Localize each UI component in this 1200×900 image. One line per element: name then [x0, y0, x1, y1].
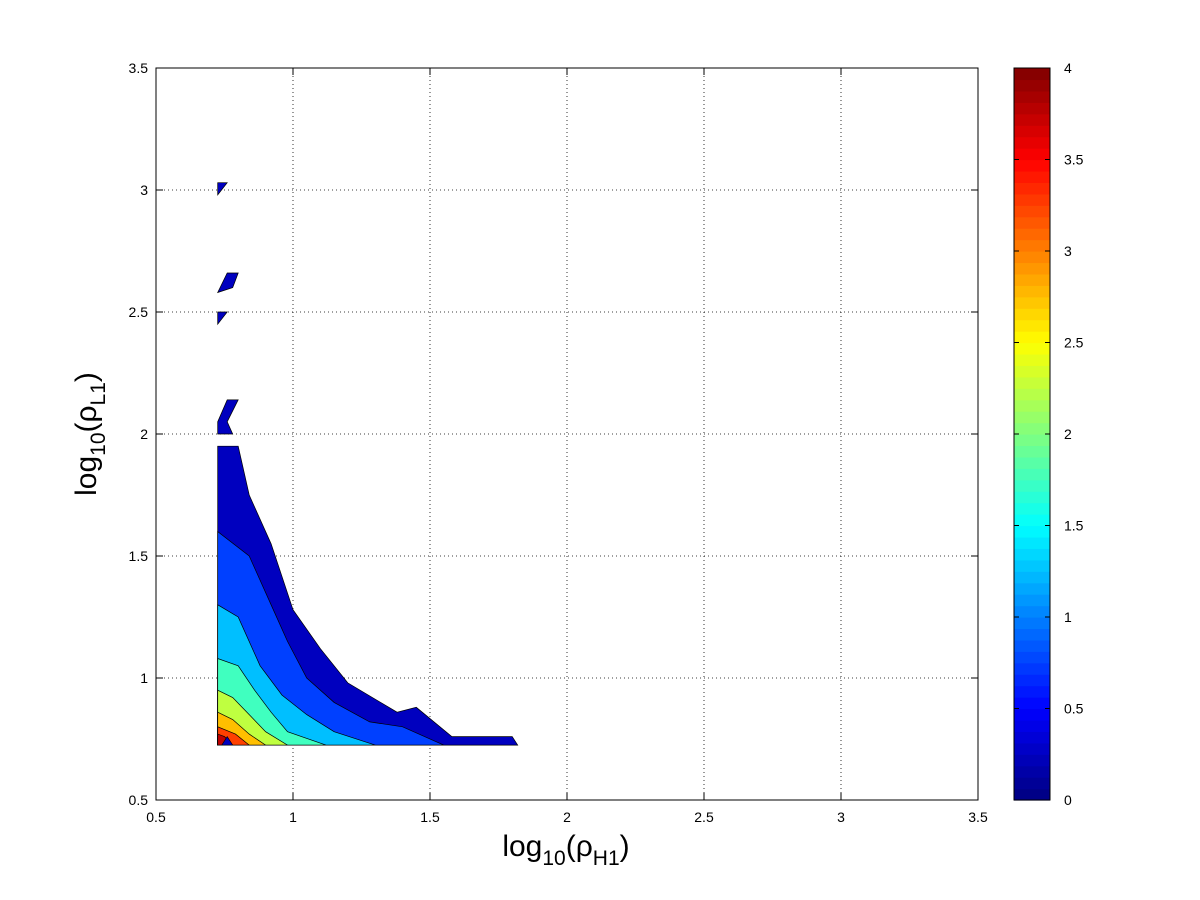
colorbar-segment: [1014, 525, 1050, 538]
contour-fills: [217, 182, 519, 746]
colorbar-segment: [1014, 205, 1050, 218]
colorbar-segment: [1014, 308, 1050, 321]
colorbar-segment: [1014, 251, 1050, 264]
colorbar-segment: [1014, 536, 1050, 549]
colorbar-segment: [1014, 353, 1050, 366]
colorbar-segment: [1014, 765, 1050, 778]
colorbar-segment: [1014, 68, 1050, 81]
colorbar-tick-label: 4: [1064, 60, 1072, 76]
colorbar-segment: [1014, 674, 1050, 687]
colorbar-segment: [1014, 399, 1050, 412]
axis-ticks: 0.5 1 1.5 2 2.5 3 3.5 0.5 1 1.5 2 2.5 3 3.5: [129, 60, 988, 825]
colorbar-segment: [1014, 182, 1050, 195]
colorbar-segment: [1014, 605, 1050, 618]
colorbar-segment: [1014, 491, 1050, 504]
x-tick-label: 2.5: [694, 809, 714, 825]
colorbar-segment: [1014, 193, 1050, 206]
y-tick-label: 0.5: [129, 792, 149, 808]
colorbar-segment: [1014, 456, 1050, 469]
colorbar-segment: [1014, 777, 1050, 790]
contour-patch-3: [217, 399, 239, 435]
colorbar-segment: [1014, 559, 1050, 572]
colorbar-segment: [1014, 113, 1050, 126]
colorbar-tick-label: 0: [1064, 792, 1072, 808]
colorbar-segment: [1014, 102, 1050, 115]
colorbar-segment: [1014, 742, 1050, 755]
colorbar-segment: [1014, 159, 1050, 172]
x-tick-label: 3.5: [968, 809, 988, 825]
y-tick-label: 1: [140, 670, 148, 686]
colorbar-segment: [1014, 411, 1050, 424]
colorbar-segment: [1014, 628, 1050, 641]
colorbar-segment: [1014, 136, 1050, 149]
colorbar-segment: [1014, 376, 1050, 389]
contour-patch-1: [217, 272, 239, 294]
colorbar-segment: [1014, 708, 1050, 721]
colorbar-segment: [1014, 594, 1050, 607]
contour-patch-4: [221, 735, 234, 746]
colorbar-segment: [1014, 79, 1050, 92]
colorbar-segment: [1014, 662, 1050, 675]
colorbar-segment: [1014, 514, 1050, 527]
colorbar-segment: [1014, 719, 1050, 732]
colorbar-segment: [1014, 148, 1050, 161]
colorbar-segment: [1014, 639, 1050, 652]
x-tick-label: 1: [289, 809, 297, 825]
colorbar-segment: [1014, 434, 1050, 447]
colorbar-segment: [1014, 331, 1050, 344]
colorbar-segment: [1014, 582, 1050, 595]
colorbar-tick-label: 2.5: [1064, 335, 1084, 351]
colorbar-segment: [1014, 422, 1050, 435]
colorbar-tick-label: 1: [1064, 609, 1072, 625]
y-tick-label: 2: [140, 426, 148, 442]
y-tick-label: 1.5: [129, 548, 149, 564]
x-tick-label: 0.5: [146, 809, 166, 825]
colorbar-segment: [1014, 548, 1050, 561]
colorbar-segment: [1014, 239, 1050, 252]
colorbar-segment: [1014, 685, 1050, 698]
colorbar-segment: [1014, 388, 1050, 401]
colorbar-segment: [1014, 571, 1050, 584]
y-tick-label: 2.5: [129, 304, 149, 320]
colorbar-segment: [1014, 697, 1050, 710]
colorbar-tick-label: 3.5: [1064, 152, 1084, 168]
colorbar-segment: [1014, 754, 1050, 767]
contour-patch-0: [217, 182, 228, 196]
colorbar-segment: [1014, 468, 1050, 481]
colorbar-segment: [1014, 651, 1050, 664]
colorbar-segment: [1014, 479, 1050, 492]
x-tick-label: 1.5: [420, 809, 440, 825]
colorbar-segment: [1014, 90, 1050, 103]
colorbar-segment: [1014, 445, 1050, 458]
y-tick-label: 3: [140, 182, 148, 198]
y-tick-label: 3.5: [129, 60, 149, 76]
colorbar-tick-label: 1.5: [1064, 518, 1084, 534]
colorbar-segment: [1014, 216, 1050, 229]
colorbar-tick-label: 2: [1064, 426, 1072, 442]
colorbar-tick-label: 0.5: [1064, 701, 1084, 717]
y-axis-label: log10(ρL1): [70, 372, 110, 496]
colorbar-segment: [1014, 617, 1050, 630]
colorbar-segment: [1014, 228, 1050, 241]
colorbar: 0 0.5 1 1.5 2 2.5 3 3.5 4: [1013, 60, 1084, 808]
colorbar-segment: [1014, 170, 1050, 183]
colorbar-tick-label: 3: [1064, 243, 1072, 259]
colorbar-segment: [1014, 342, 1050, 355]
colorbar-segment: [1014, 296, 1050, 309]
colorbar-segment: [1014, 125, 1050, 138]
colorbar-segment: [1014, 788, 1050, 801]
colorbar-segment: [1014, 273, 1050, 286]
colorbar-segment: [1014, 319, 1050, 332]
colorbar-segment: [1014, 365, 1050, 378]
x-tick-label: 3: [837, 809, 845, 825]
colorbar-segment: [1014, 502, 1050, 515]
x-axis-label: log10(ρH1): [502, 830, 629, 870]
colorbar-segment: [1014, 731, 1050, 744]
x-tick-label: 2: [563, 809, 571, 825]
colorbar-segment: [1014, 262, 1050, 275]
contour-patch-2: [217, 311, 228, 326]
colorbar-segment: [1014, 285, 1050, 298]
